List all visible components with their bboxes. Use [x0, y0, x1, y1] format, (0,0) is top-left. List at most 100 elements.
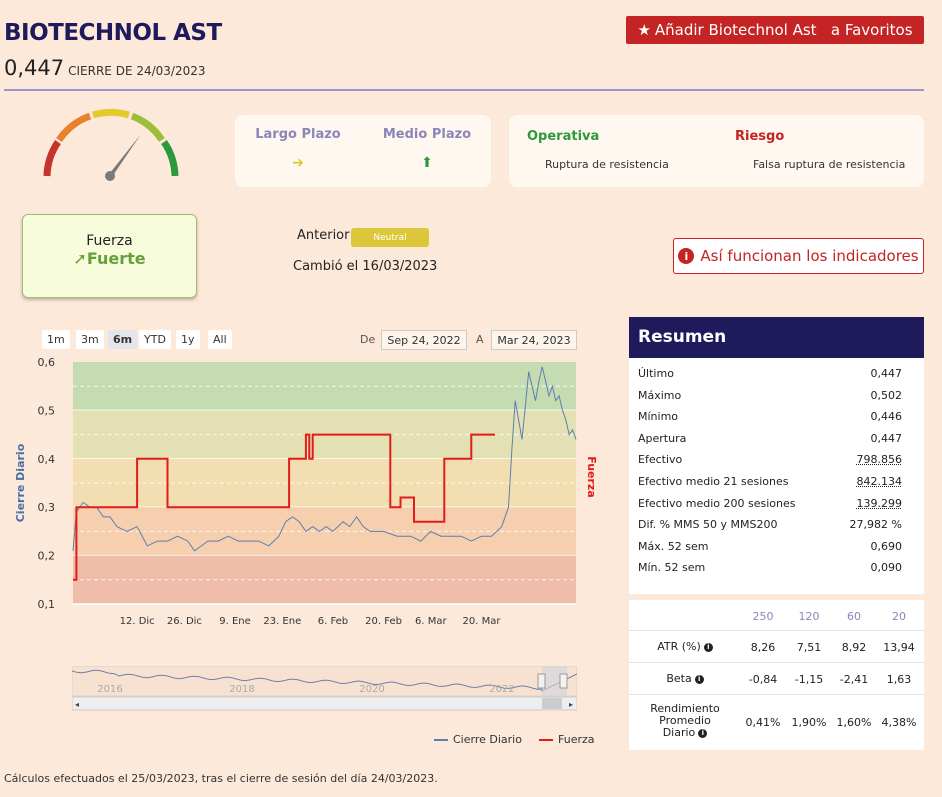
range-3m-button[interactable]: 3m [76, 330, 104, 349]
close-date-label: CIERRE DE 24/03/2023 [68, 64, 206, 78]
arrow-up-right-icon: ➚ [73, 249, 87, 268]
gauge-segment-lightgreen [130, 112, 165, 143]
atr-row-label: Rendimiento Promedio Diario i [650, 702, 720, 739]
y-tick-label: 0,6 [38, 356, 56, 369]
y-tick-label: 0,4 [38, 453, 56, 466]
summary-row-label: Mín. 52 sem [638, 561, 706, 575]
atr-cell: 1,90% [791, 716, 827, 729]
indicators-info-label: Así funcionan los indicadores [700, 247, 919, 265]
atr-header-120: 120 [798, 610, 820, 623]
x-tick-label: 23. Ene [263, 616, 301, 627]
chart-band [73, 507, 576, 556]
atr-header-250: 250 [752, 610, 774, 623]
range-ytd-button[interactable]: YTD [139, 330, 171, 349]
x-tick-label: 12. Dic [120, 616, 155, 627]
range-1y-button[interactable]: 1y [176, 330, 200, 349]
y-axis-label: Cierre Diario [14, 443, 27, 522]
summary-row: Mín. 52 sem 0,090 [638, 561, 902, 574]
summary-row-label: Apertura [638, 431, 687, 445]
atr-row-label: Beta i [629, 673, 741, 685]
summary-row: Mínimo 0,446 [638, 410, 902, 423]
summary-row: Máximo 0,502 [638, 389, 902, 402]
atr-header-20: 20 [892, 610, 906, 623]
strength-value: ➚Fuerte [73, 249, 146, 268]
gauge-needle [106, 134, 141, 178]
summary-row-value: 842.134 [856, 475, 903, 488]
legend-item-cierre[interactable]: Cierre Diario [434, 733, 522, 746]
atr-cell: 4,38% [881, 716, 917, 729]
x-tick-label: 6. Feb [318, 616, 348, 627]
header-divider [4, 89, 924, 91]
x-tick-label: 20. Mar [462, 616, 501, 627]
strength-gauge [43, 108, 179, 181]
x-tick-label: 6. Mar [415, 616, 447, 627]
strength-line [73, 433, 495, 581]
navigator-scroll-thumb [542, 698, 562, 709]
navigator-year-label: 2018 [229, 684, 254, 695]
riesgo-text: Falsa ruptura de resistencia [753, 158, 906, 171]
from-date-input[interactable]: Sep 24, 2022 [381, 330, 467, 350]
chart-navigator[interactable]: 2016 2018 2020 2022 ◂ ▸ [72, 666, 577, 712]
strength-box: Fuerza ➚Fuerte [22, 214, 197, 298]
indicators-info-button[interactable]: i Así funcionan los indicadores [673, 238, 924, 274]
navigator-year-label: 2016 [97, 684, 122, 695]
range-all-button[interactable]: All [208, 330, 232, 349]
atr-cell: 0,41% [745, 716, 781, 729]
navigator-line [72, 669, 577, 692]
range-6m-button[interactable]: 6m [108, 330, 138, 349]
range-1m-button[interactable]: 1m [42, 330, 70, 349]
navigator-year-label: 2020 [359, 684, 384, 695]
gauge-hub [105, 171, 115, 181]
legend-swatch-fuerza [539, 738, 553, 741]
to-date-input[interactable]: Mar 24, 2023 [491, 330, 577, 350]
operative-card: Operativa Ruptura de resistencia Riesgo … [509, 115, 924, 187]
y-tick-label: 0,2 [38, 550, 56, 563]
atr-row-label: ATR (%) i [629, 641, 741, 653]
price-value: 0,447 [4, 56, 65, 80]
x-tick-label: 9. Ene [219, 616, 251, 627]
atr-table-row: Beta i -0,84 -1,15 -2,41 1,63 [629, 662, 924, 694]
calculation-note: Cálculos efectuados el 25/03/2023, tras … [4, 772, 438, 785]
atr-table: 250 120 60 20 ATR (%) i 8,26 7,51 8,92 13,94 Beta i… [629, 600, 924, 750]
info-icon[interactable]: i [698, 728, 708, 738]
legend-item-fuerza[interactable]: Fuerza [539, 733, 595, 746]
operativa-text: Ruptura de resistencia [545, 158, 669, 171]
y-tick-label: 0,1 [38, 598, 56, 611]
summary-row-value: 0,690 [870, 539, 903, 553]
summary-title: Resumen [629, 317, 924, 358]
changed-date: Cambió el 16/03/2023 [293, 259, 438, 274]
riesgo-label: Riesgo [735, 129, 785, 144]
summary-row-label: Dif. % MMS 50 y MMS200 [638, 518, 778, 532]
operativa-label: Operativa [527, 129, 600, 144]
info-icon[interactable]: i [703, 642, 713, 652]
to-label: A [476, 333, 484, 346]
long-term-label: Largo Plazo [255, 127, 341, 142]
summary-row: Último 0,447 [638, 367, 902, 380]
summary-row-label: Mínimo [638, 410, 679, 424]
navigator-scrollbar [72, 696, 577, 711]
atr-cell: 8,92 [841, 641, 867, 654]
navigator-plot [72, 666, 577, 697]
price-chart: 0,6 0,5 0,4 0,3 0,2 0,1 12. Dic 26. Dic 9. Ene 23… [14, 356, 598, 627]
atr-cell: -1,15 [794, 673, 824, 686]
chart-band [73, 555, 576, 604]
chart-band [73, 362, 576, 411]
summary-row-value: 798.856 [856, 453, 903, 467]
summary-row: Efectivo medio 21 sesiones 842.134 [638, 475, 902, 488]
summary-row: Dif. % MMS 50 y MMS200 27,982 % [638, 518, 902, 531]
summary-row: Máx. 52 sem 0,690 [638, 540, 902, 553]
mid-term-arrow-icon: ⬆ [421, 155, 433, 171]
atr-header-60: 60 [847, 610, 861, 623]
scroll-right-icon: ▸ [569, 700, 573, 709]
y-tick-label: 0,3 [38, 501, 56, 514]
info-icon[interactable]: i [694, 674, 704, 684]
summary-row-label: Máx. 52 sem [638, 539, 709, 553]
star-icon: ★ [637, 21, 651, 39]
atr-cell: 7,51 [796, 641, 822, 654]
summary-row-label: Efectivo medio 21 sesiones [638, 475, 789, 488]
summary-row-label: Efectivo medio 200 sesiones [638, 496, 796, 510]
navigator-handle-left [537, 673, 546, 689]
summary-row-value: 0,090 [870, 561, 903, 575]
add-favorites-button[interactable]: ★ Añadir Biotechnol Ast a Favoritos [626, 16, 924, 44]
previous-status-badge: Neutral [351, 228, 429, 247]
